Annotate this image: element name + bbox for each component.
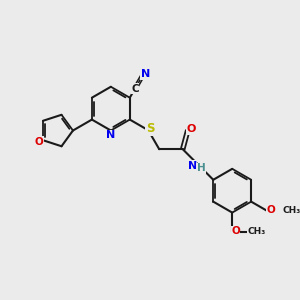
Text: S: S xyxy=(146,122,154,135)
Text: CH₃: CH₃ xyxy=(247,226,266,236)
Text: C: C xyxy=(131,84,139,94)
Text: O: O xyxy=(186,124,196,134)
Text: O: O xyxy=(231,226,240,236)
Text: O: O xyxy=(267,205,275,215)
Text: H: H xyxy=(197,163,206,173)
Text: N: N xyxy=(188,161,197,171)
Text: O: O xyxy=(34,136,43,147)
Text: CH₃: CH₃ xyxy=(283,206,300,215)
Text: N: N xyxy=(141,69,150,80)
Text: N: N xyxy=(106,130,116,140)
